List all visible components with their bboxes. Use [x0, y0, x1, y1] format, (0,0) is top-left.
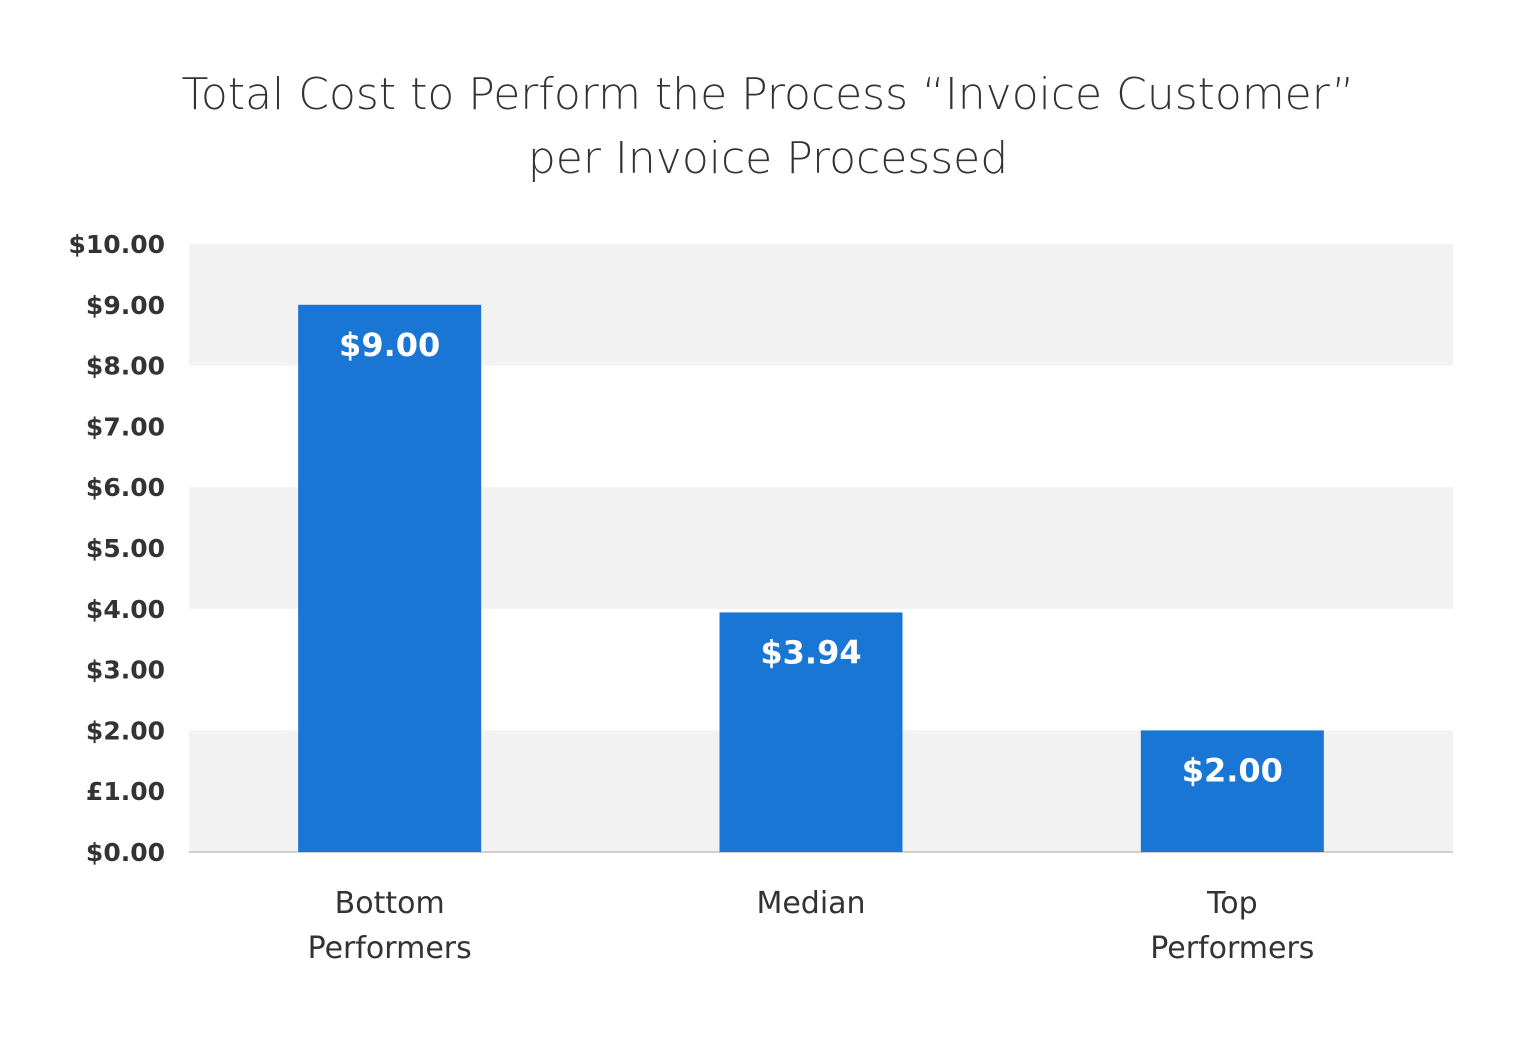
y-tick-label: $0.00 — [86, 838, 165, 867]
y-tick-label: $7.00 — [86, 412, 165, 441]
y-tick-label: £1.00 — [86, 777, 165, 806]
x-category-label: Performers — [308, 931, 472, 966]
y-tick-label: $9.00 — [86, 291, 165, 320]
x-category-label: Bottom — [335, 886, 445, 921]
bar — [298, 304, 482, 852]
bar — [1140, 730, 1324, 852]
chart-title: Total Cost to Perform the Process “Invoi… — [0, 63, 1536, 191]
data-label: $9.00 — [339, 326, 440, 364]
data-label: $2.00 — [1182, 751, 1283, 789]
y-tick-label: $5.00 — [86, 534, 165, 563]
y-tick-label: $2.00 — [86, 716, 165, 745]
x-category-label: Performers — [1150, 931, 1314, 966]
y-tick-label: $8.00 — [86, 352, 165, 381]
x-category-label: Median — [756, 886, 865, 921]
y-tick-label: $4.00 — [86, 595, 165, 624]
y-tick-label: $6.00 — [86, 473, 165, 502]
x-category-label: Top — [1206, 886, 1258, 921]
y-tick-label: $10.00 — [69, 230, 165, 259]
bar — [719, 612, 903, 852]
chart-title-line-2: per Invoice Processed — [527, 133, 1009, 184]
y-tick-label: $3.00 — [86, 656, 165, 685]
data-label: $3.94 — [760, 633, 861, 671]
chart-title-line-1: Total Cost to Perform the Process “Invoi… — [181, 69, 1355, 120]
